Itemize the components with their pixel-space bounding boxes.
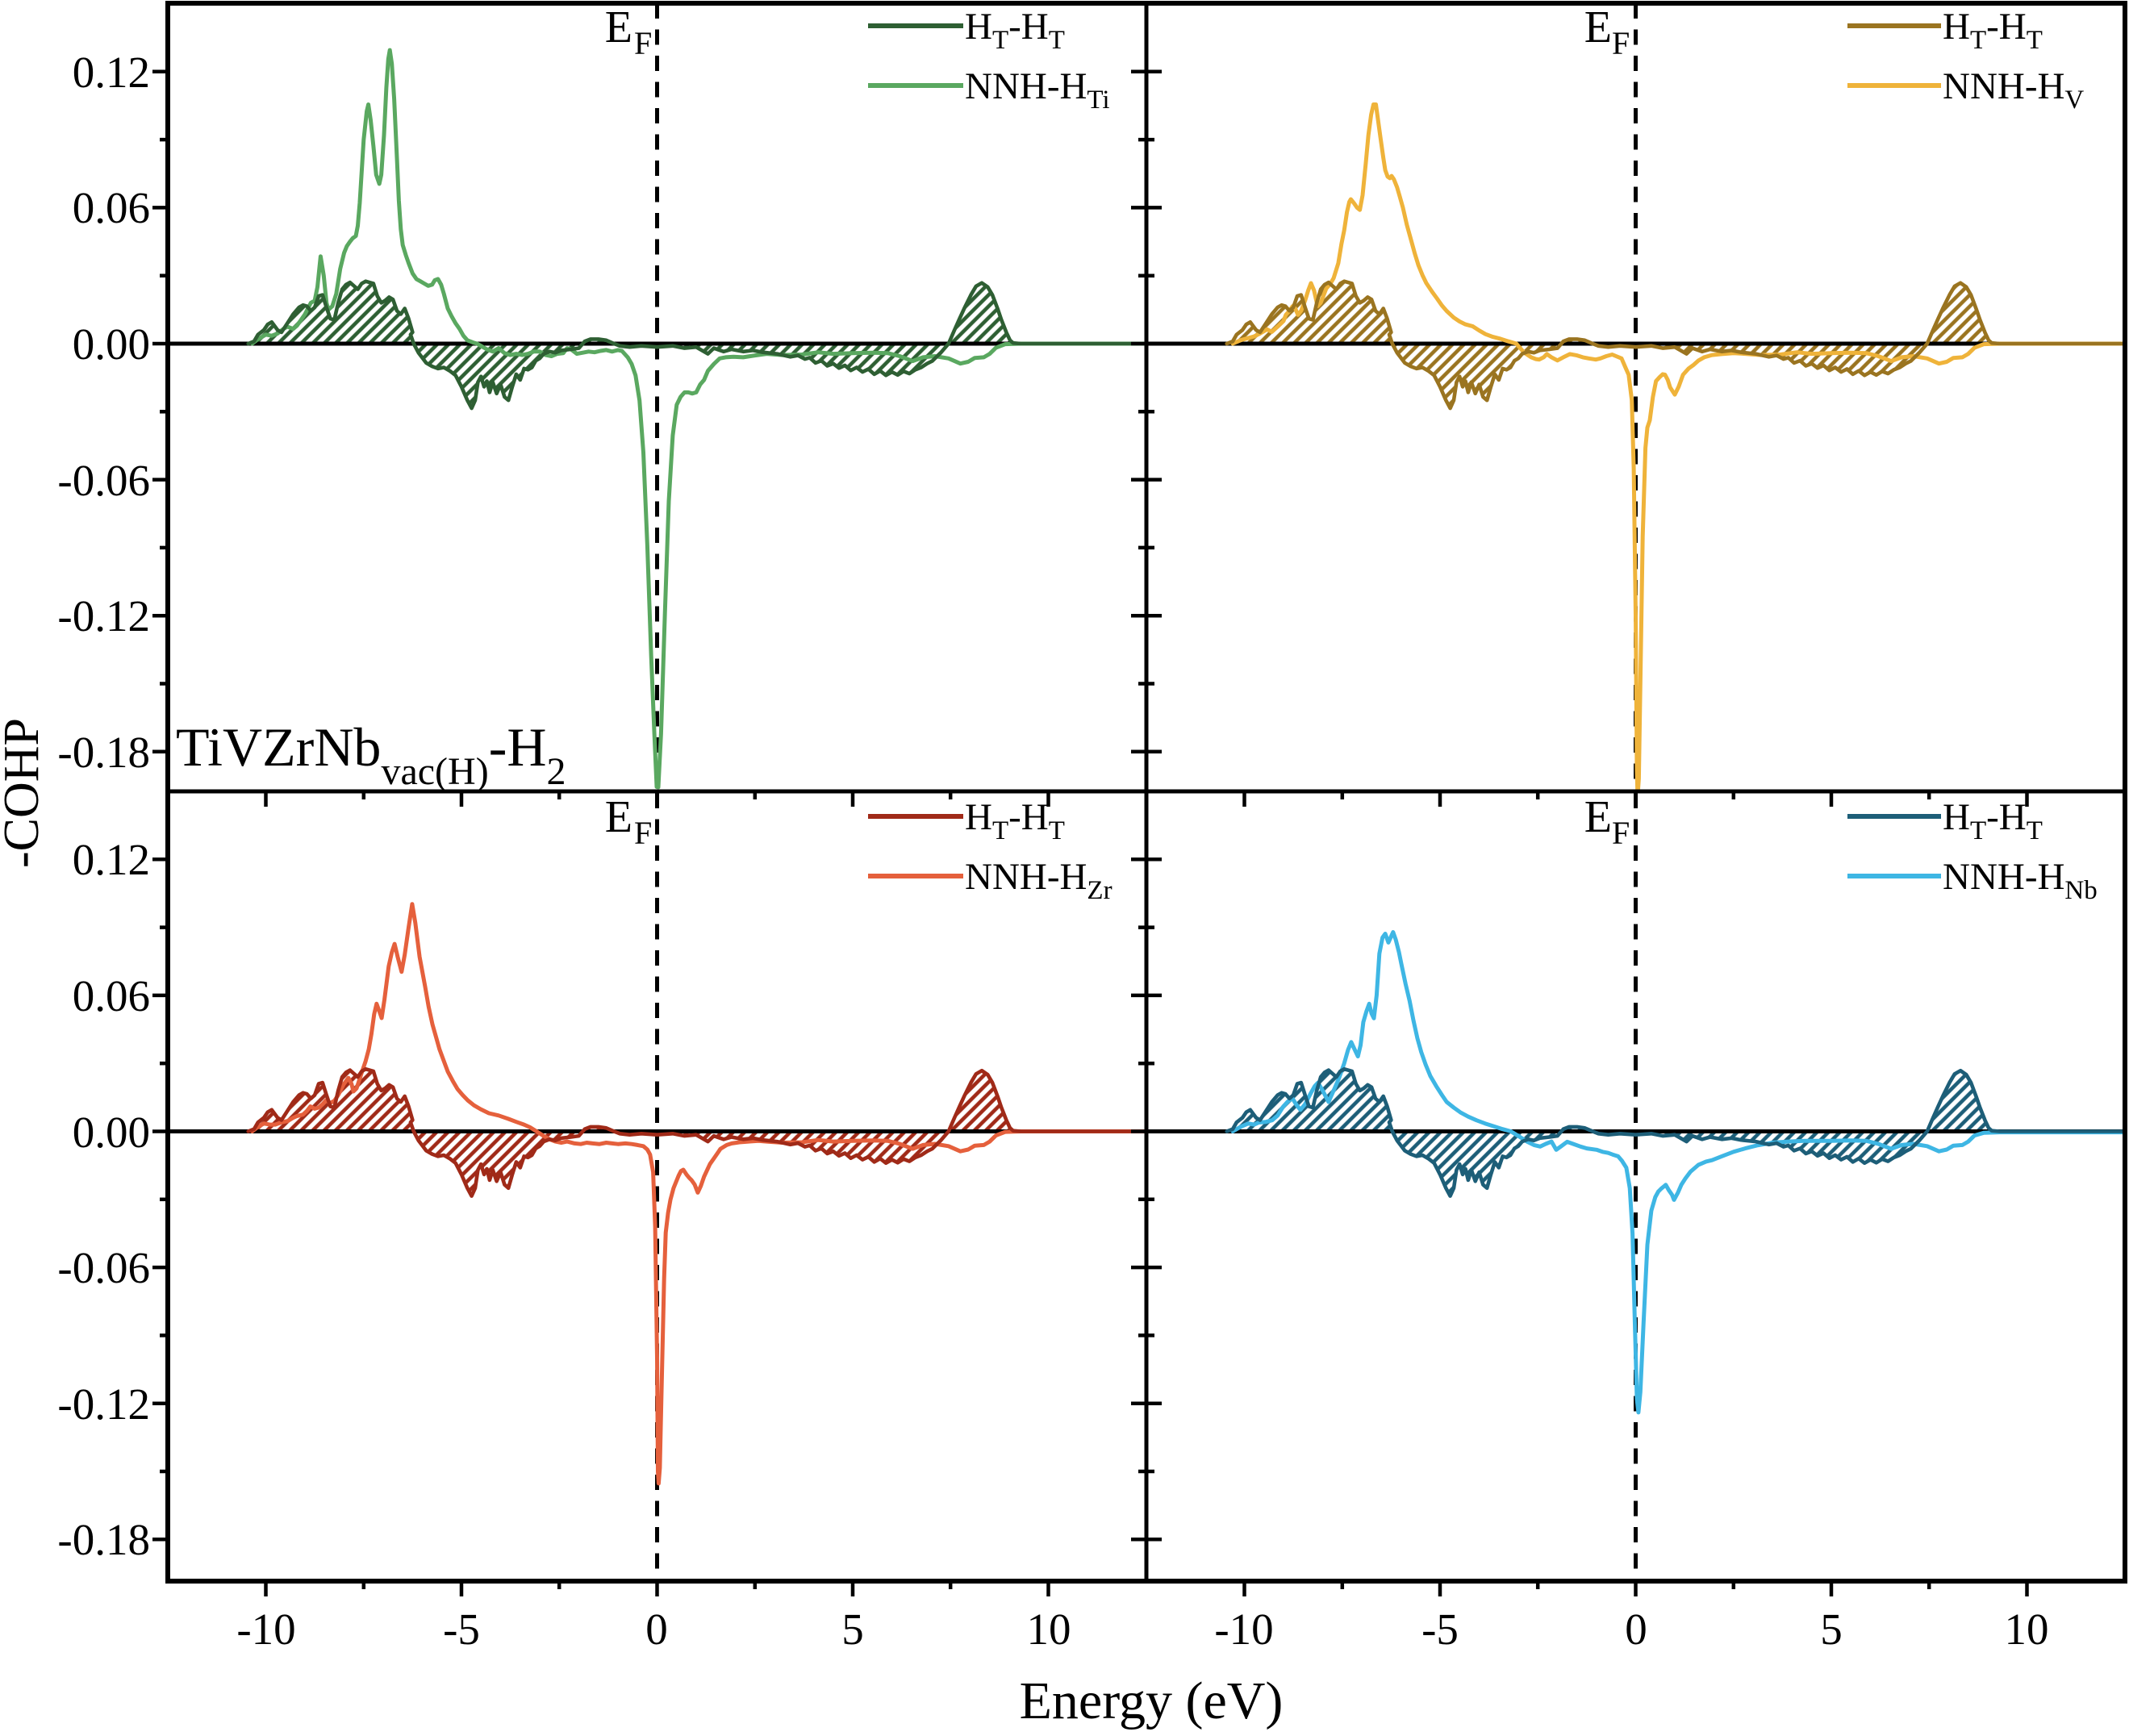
svg-text:-5: -5 — [1421, 1605, 1459, 1654]
svg-text:5: 5 — [841, 1605, 864, 1654]
svg-text:NNH-HTi: NNH-HTi — [965, 65, 1110, 115]
svg-text:HT-HT: HT-HT — [965, 796, 1065, 845]
svg-text:0.12: 0.12 — [73, 48, 150, 97]
svg-text:10: 10 — [2005, 1605, 2049, 1654]
svg-text:-0.12: -0.12 — [57, 1379, 150, 1429]
svg-text:E: E — [605, 2, 632, 52]
svg-text:HT-HT: HT-HT — [965, 6, 1065, 55]
svg-text:5: 5 — [1820, 1605, 1843, 1654]
svg-text:0.00: 0.00 — [73, 319, 150, 369]
svg-text:-COHP: -COHP — [0, 718, 49, 868]
svg-text:E: E — [605, 792, 632, 842]
svg-text:F: F — [634, 815, 652, 851]
svg-text:-10: -10 — [236, 1605, 295, 1654]
svg-text:-0.18: -0.18 — [57, 1515, 150, 1564]
svg-text:-5: -5 — [443, 1605, 480, 1654]
svg-text:E: E — [1584, 792, 1612, 842]
svg-text:-10: -10 — [1214, 1605, 1273, 1654]
svg-text:-0.06: -0.06 — [57, 456, 150, 505]
svg-text:0: 0 — [645, 1605, 668, 1654]
svg-text:10: 10 — [1027, 1605, 1071, 1654]
svg-text:NNH-HNb: NNH-HNb — [1943, 856, 2098, 905]
svg-text:0.06: 0.06 — [73, 183, 150, 232]
svg-text:Energy (eV): Energy (eV) — [1020, 1671, 1284, 1730]
svg-text:0: 0 — [1625, 1605, 1647, 1654]
svg-text:F: F — [634, 25, 652, 61]
svg-text:F: F — [1612, 25, 1630, 61]
svg-text:0.12: 0.12 — [73, 835, 150, 884]
svg-text:-0.12: -0.12 — [57, 591, 150, 641]
svg-text:0.00: 0.00 — [73, 1108, 150, 1157]
svg-text:F: F — [1612, 815, 1630, 851]
svg-text:-0.18: -0.18 — [57, 728, 150, 777]
svg-text:NNH-HV: NNH-HV — [1943, 65, 2084, 115]
svg-text:E: E — [1584, 2, 1612, 52]
svg-text:0.06: 0.06 — [73, 971, 150, 1020]
svg-text:-0.06: -0.06 — [57, 1243, 150, 1292]
svg-text:HT-HT: HT-HT — [1943, 6, 2043, 55]
